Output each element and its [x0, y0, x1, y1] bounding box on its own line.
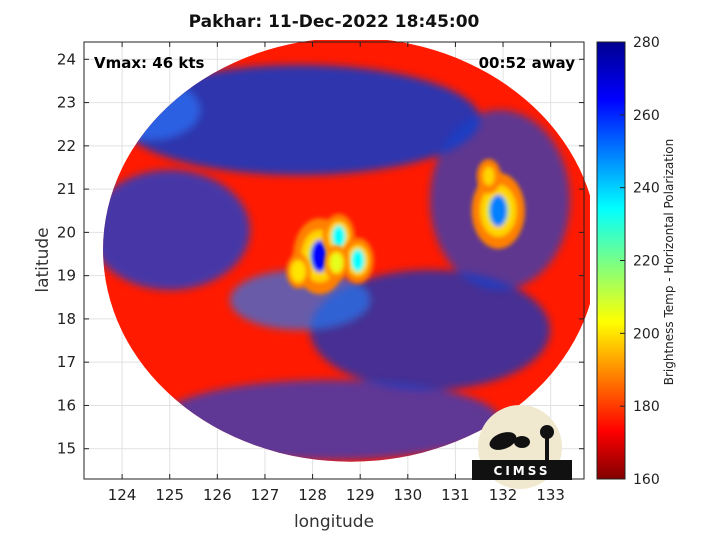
colorbar-tick-label: 260: [633, 108, 660, 124]
cell-core: [483, 166, 495, 186]
logo-dish-icon: [489, 432, 517, 450]
y-tick-label: 24: [57, 50, 76, 68]
cell-core: [332, 225, 346, 248]
convection-cell: [324, 245, 349, 280]
x-tick-label: 133: [536, 486, 565, 504]
colorbar-tick-label: 180: [633, 399, 660, 415]
logo-tower-icon: [545, 435, 549, 460]
x-axis-label: longitude: [294, 512, 374, 532]
convection-cell: [476, 159, 501, 194]
y-tick-label: 15: [57, 440, 76, 458]
colorbar-tick-label: 220: [633, 254, 660, 270]
chart-title: Pakhar: 11-Dec-2022 18:45:00: [188, 12, 480, 32]
axes-box: [83, 41, 585, 480]
colorbar-tick-label: 240: [633, 181, 660, 197]
cell-core: [330, 253, 343, 273]
y-tick-label: 16: [57, 396, 76, 414]
cell-core: [292, 261, 304, 281]
cell-core: [351, 249, 365, 272]
swath-texture: [103, 65, 570, 460]
y-tick-label: 22: [57, 137, 76, 155]
logo-dish-icon-2: [514, 436, 530, 448]
x-tick-label: 128: [298, 486, 327, 504]
cell-core: [310, 240, 329, 273]
y-tick-label: 21: [57, 180, 76, 198]
x-tick-label: 131: [441, 486, 470, 504]
logo-tank-icon: [540, 425, 554, 439]
y-tick-label: 17: [57, 353, 76, 371]
cell-core: [489, 194, 508, 227]
logo-text: CIMSS: [494, 464, 551, 478]
vmax-annotation: Vmax: 46 kts: [94, 54, 204, 72]
colorbar-tick-label: 200: [633, 326, 660, 342]
y-tick-label: 23: [57, 94, 76, 112]
colorbar-label: Brightness Temp - Horizontal Polarizatio…: [662, 139, 676, 386]
colorbar-tick-label: 160: [633, 472, 660, 488]
x-tick-label: 129: [346, 486, 375, 504]
time-offset-annotation: 00:52 away: [479, 54, 576, 72]
y-axis-ticks: 15 16 17 18 19 20 21 22 23 24: [57, 50, 584, 458]
colorbar-ticks: 160 180 200 220 240 260 280: [620, 35, 660, 488]
y-tick-label: 19: [57, 267, 76, 285]
x-tick-label: 125: [155, 486, 184, 504]
colorbar-tick-label: 280: [633, 35, 660, 51]
x-tick-label: 132: [489, 486, 518, 504]
cold-band-north: [120, 65, 480, 175]
x-axis-ticks: 124 125 126 127 128 129 130 131 132 133: [108, 42, 565, 504]
convection-cell: [341, 237, 374, 284]
cimss-logo: CIMSS: [472, 405, 572, 489]
logo-band: [472, 460, 572, 480]
convection-cell: [286, 254, 311, 289]
y-tick-label: 18: [57, 310, 76, 328]
x-tick-label: 126: [203, 486, 232, 504]
y-tick-label: 20: [57, 223, 76, 241]
y-axis-label: latitude: [33, 227, 53, 292]
south-band: [160, 380, 500, 460]
x-tick-label: 124: [108, 486, 137, 504]
convection-features: [286, 159, 525, 295]
cold-band-west: [103, 170, 250, 290]
x-tick-label: 130: [393, 486, 422, 504]
x-tick-label: 127: [251, 486, 280, 504]
